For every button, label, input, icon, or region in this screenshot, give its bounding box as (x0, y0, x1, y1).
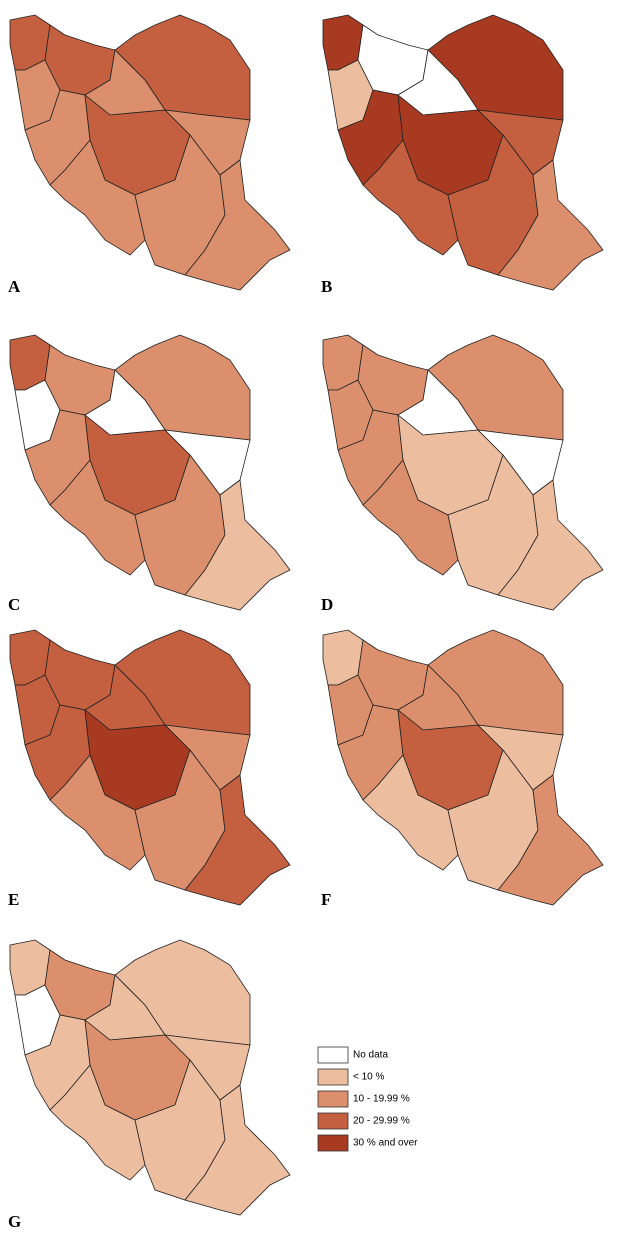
panel-label: A (8, 277, 21, 296)
legend-label: 30 % and over (353, 1138, 418, 1149)
province (184, 774, 291, 906)
panel-label: D (321, 595, 333, 614)
legend-swatch (317, 1046, 349, 1064)
legend-swatch (317, 1112, 349, 1130)
map-panel (9, 334, 291, 611)
panel-label: E (8, 890, 19, 909)
province (49, 1064, 146, 1181)
legend-label: < 10 % (353, 1072, 385, 1083)
legend-label: No data (353, 1050, 388, 1061)
province (184, 1084, 291, 1216)
map-panel (322, 629, 604, 906)
legend-swatch (317, 1068, 349, 1086)
panel-label: G (8, 1212, 21, 1231)
province (362, 459, 459, 576)
map-panel (9, 14, 291, 291)
legend-label: 10 - 19.99 % (353, 1094, 410, 1105)
province (497, 159, 604, 291)
province (184, 159, 291, 291)
legend-swatch (317, 1134, 349, 1152)
province (184, 479, 291, 611)
panel-label: B (321, 277, 332, 296)
panel-label: F (321, 890, 331, 909)
province (49, 139, 146, 256)
map-panel (322, 334, 604, 611)
map-panel (322, 14, 604, 291)
province (497, 479, 604, 611)
province (49, 754, 146, 871)
province (362, 754, 459, 871)
province (49, 459, 146, 576)
province (497, 774, 604, 906)
panel-label: C (8, 595, 20, 614)
map-panel (9, 939, 291, 1216)
legend-swatch (317, 1090, 349, 1108)
province (362, 139, 459, 256)
map-panel (9, 629, 291, 906)
legend-label: 20 - 29.99 % (353, 1116, 410, 1127)
